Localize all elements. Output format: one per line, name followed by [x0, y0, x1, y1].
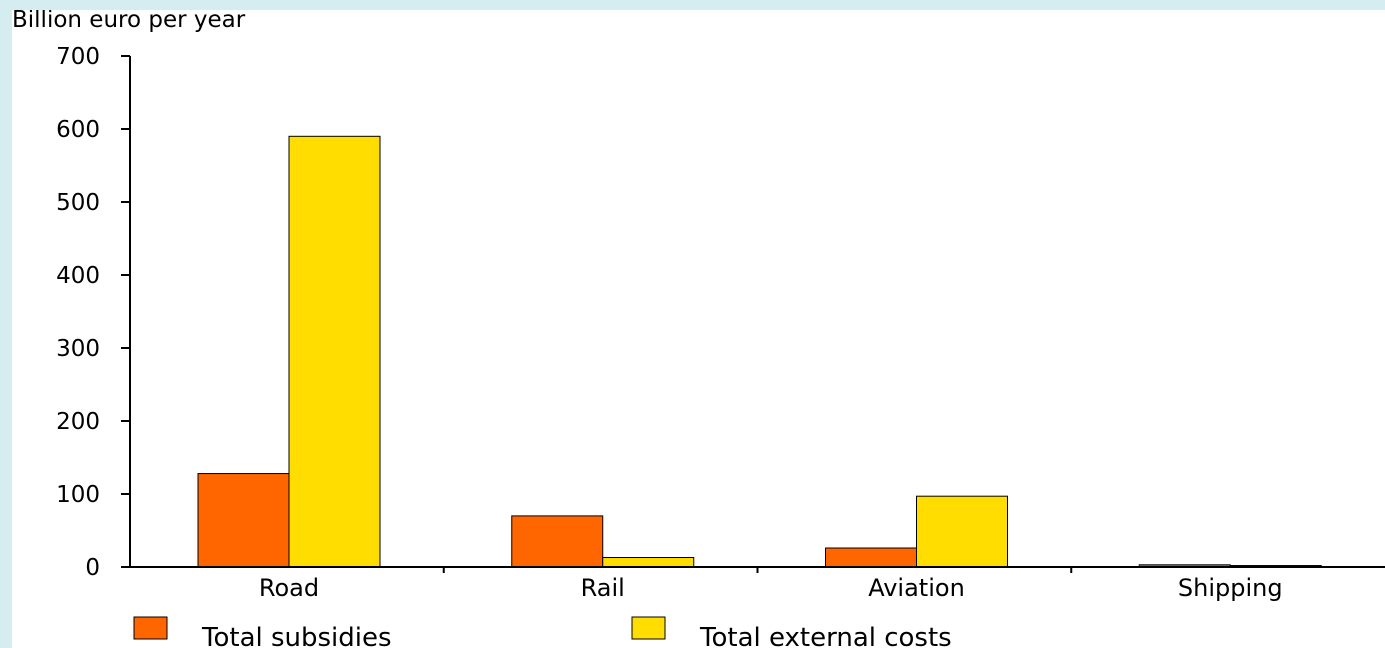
y-tick-label: 400 [56, 263, 100, 289]
legend-label: Total external costs [699, 623, 952, 648]
x-tick-label: Aviation [868, 574, 965, 602]
bar-total-external-costs-rail [602, 557, 695, 568]
bar-chart: Billion euro per year 0 100 200 300 400 500 60… [12, 10, 1385, 648]
x-axis-ticks: Road Rail Aviation Shipping [259, 567, 1283, 602]
legend: Total subsidies Total external costs [133, 616, 952, 648]
y-tick-label: 600 [56, 117, 100, 143]
y-tick-label: 0 [85, 555, 100, 581]
legend-swatch [133, 616, 168, 640]
y-tick-label: 500 [56, 190, 100, 216]
bar-total-subsidies-road [197, 473, 290, 568]
x-tick-label: Shipping [1178, 574, 1283, 602]
bar-total-subsidies-aviation [825, 547, 917, 568]
bar-total-external-costs-aviation [916, 495, 1008, 568]
bars [197, 135, 1322, 568]
bar-total-external-costs-road [288, 135, 381, 568]
y-tick-label: 300 [56, 336, 100, 362]
x-tick-label: Rail [581, 574, 625, 602]
y-tick-label: 200 [56, 409, 100, 435]
legend-swatch [631, 616, 666, 640]
y-tick-label: 700 [56, 44, 100, 70]
y-axis-title: Billion euro per year [12, 10, 246, 33]
legend-label: Total subsidies [201, 623, 392, 648]
bar-total-subsidies-rail [511, 515, 604, 568]
chart-panel: Billion euro per year 0 100 200 300 400 500 60… [12, 10, 1385, 648]
x-tick-label: Road [259, 574, 319, 602]
y-axis-ticks: 0 100 200 300 400 500 600 700 [56, 44, 130, 581]
y-tick-label: 100 [56, 482, 100, 508]
